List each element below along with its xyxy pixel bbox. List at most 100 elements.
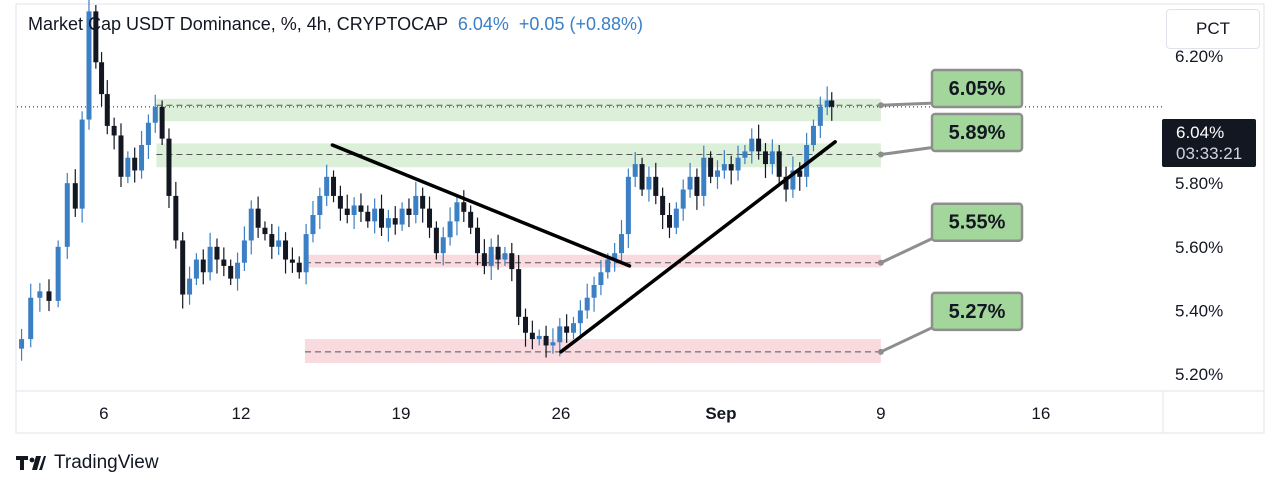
candle-body xyxy=(523,316,529,333)
candle-body xyxy=(37,291,43,298)
candle-body xyxy=(235,262,241,279)
candle xyxy=(673,202,679,235)
candle-body xyxy=(28,297,34,340)
candle xyxy=(550,328,556,354)
candle xyxy=(55,240,61,308)
candle xyxy=(660,187,666,229)
candle xyxy=(365,205,371,228)
candle xyxy=(173,181,179,249)
candle-body xyxy=(632,164,638,177)
candle xyxy=(406,198,412,228)
callout-box xyxy=(930,202,1024,242)
candle xyxy=(728,155,734,185)
candle xyxy=(577,300,583,336)
level-zone-1 xyxy=(156,98,881,122)
candle xyxy=(104,80,110,135)
candle xyxy=(523,308,529,347)
candle xyxy=(790,156,796,198)
candle-body xyxy=(372,208,378,222)
candle-body xyxy=(125,157,131,177)
candle xyxy=(166,128,172,208)
candle-body xyxy=(379,208,385,228)
candle xyxy=(708,151,714,184)
candle-body xyxy=(55,246,61,301)
candle xyxy=(742,145,748,165)
callout-anchor xyxy=(877,151,884,158)
candle xyxy=(454,194,460,236)
candle-body xyxy=(475,227,481,254)
scale-toggle-button[interactable]: PCT xyxy=(1166,9,1260,49)
candle xyxy=(632,152,638,187)
candle xyxy=(111,117,117,150)
candle-body xyxy=(673,208,679,228)
candle-body xyxy=(440,237,446,254)
candle-body xyxy=(509,253,515,270)
candle-body xyxy=(598,272,604,285)
candle xyxy=(193,253,199,285)
candle xyxy=(379,194,385,236)
candle-body xyxy=(365,211,371,222)
candle-body xyxy=(344,208,350,215)
level-callout-4: 5.27% xyxy=(877,291,1024,355)
candle-body xyxy=(749,138,755,152)
callout-label: 5.89% xyxy=(949,122,1006,144)
candle xyxy=(351,197,357,229)
candle xyxy=(413,181,419,224)
candle-body xyxy=(79,119,85,209)
candle-body xyxy=(468,211,474,228)
candle-body xyxy=(536,335,542,340)
candle xyxy=(276,226,282,256)
candle-body xyxy=(317,195,323,215)
candle xyxy=(283,232,289,274)
candle-body xyxy=(46,291,52,301)
candle xyxy=(159,100,165,145)
candle xyxy=(666,202,672,238)
candle xyxy=(475,217,481,266)
candle-body xyxy=(653,176,659,196)
candle-body xyxy=(132,157,138,171)
callout-anchor xyxy=(877,259,884,266)
candle xyxy=(591,276,597,312)
candle-body xyxy=(351,205,357,215)
chart-title: Market Cap USDT Dominance, %, 4h, CRYPTO… xyxy=(28,14,448,34)
candle-body xyxy=(708,157,714,177)
candle-body xyxy=(817,106,823,126)
candle xyxy=(241,226,247,271)
candle-body xyxy=(742,151,748,158)
candle-body xyxy=(427,208,433,228)
candle xyxy=(72,169,78,217)
candle xyxy=(310,201,316,243)
callout-anchor xyxy=(877,348,884,355)
x-tick-label: 12 xyxy=(232,404,251,423)
candle xyxy=(829,92,835,121)
candle-body xyxy=(406,208,412,215)
candle xyxy=(269,223,275,259)
candle-body xyxy=(331,176,337,196)
candle-body xyxy=(385,218,391,228)
brand-logo[interactable]: TradingView xyxy=(16,452,159,474)
candle xyxy=(221,247,227,277)
candle-body xyxy=(207,246,213,273)
candle-body xyxy=(529,332,535,340)
callout-box xyxy=(930,291,1024,332)
candle-body xyxy=(756,138,762,152)
candle xyxy=(687,162,693,198)
candle-body xyxy=(735,157,741,171)
candle xyxy=(776,145,782,184)
candle xyxy=(646,166,652,202)
candle-body xyxy=(324,176,330,196)
candle xyxy=(762,143,768,179)
candle xyxy=(93,5,99,69)
callout-label: 5.55% xyxy=(949,212,1006,234)
candle-body xyxy=(399,208,405,225)
candle xyxy=(509,243,515,282)
candle xyxy=(447,207,453,246)
candle xyxy=(810,119,816,152)
last-price-tag: 6.04% 03:33:21 xyxy=(1162,119,1256,167)
candle-body xyxy=(481,253,487,266)
candle-body xyxy=(461,202,467,212)
candle-body xyxy=(571,323,577,333)
candle-body xyxy=(612,253,618,260)
